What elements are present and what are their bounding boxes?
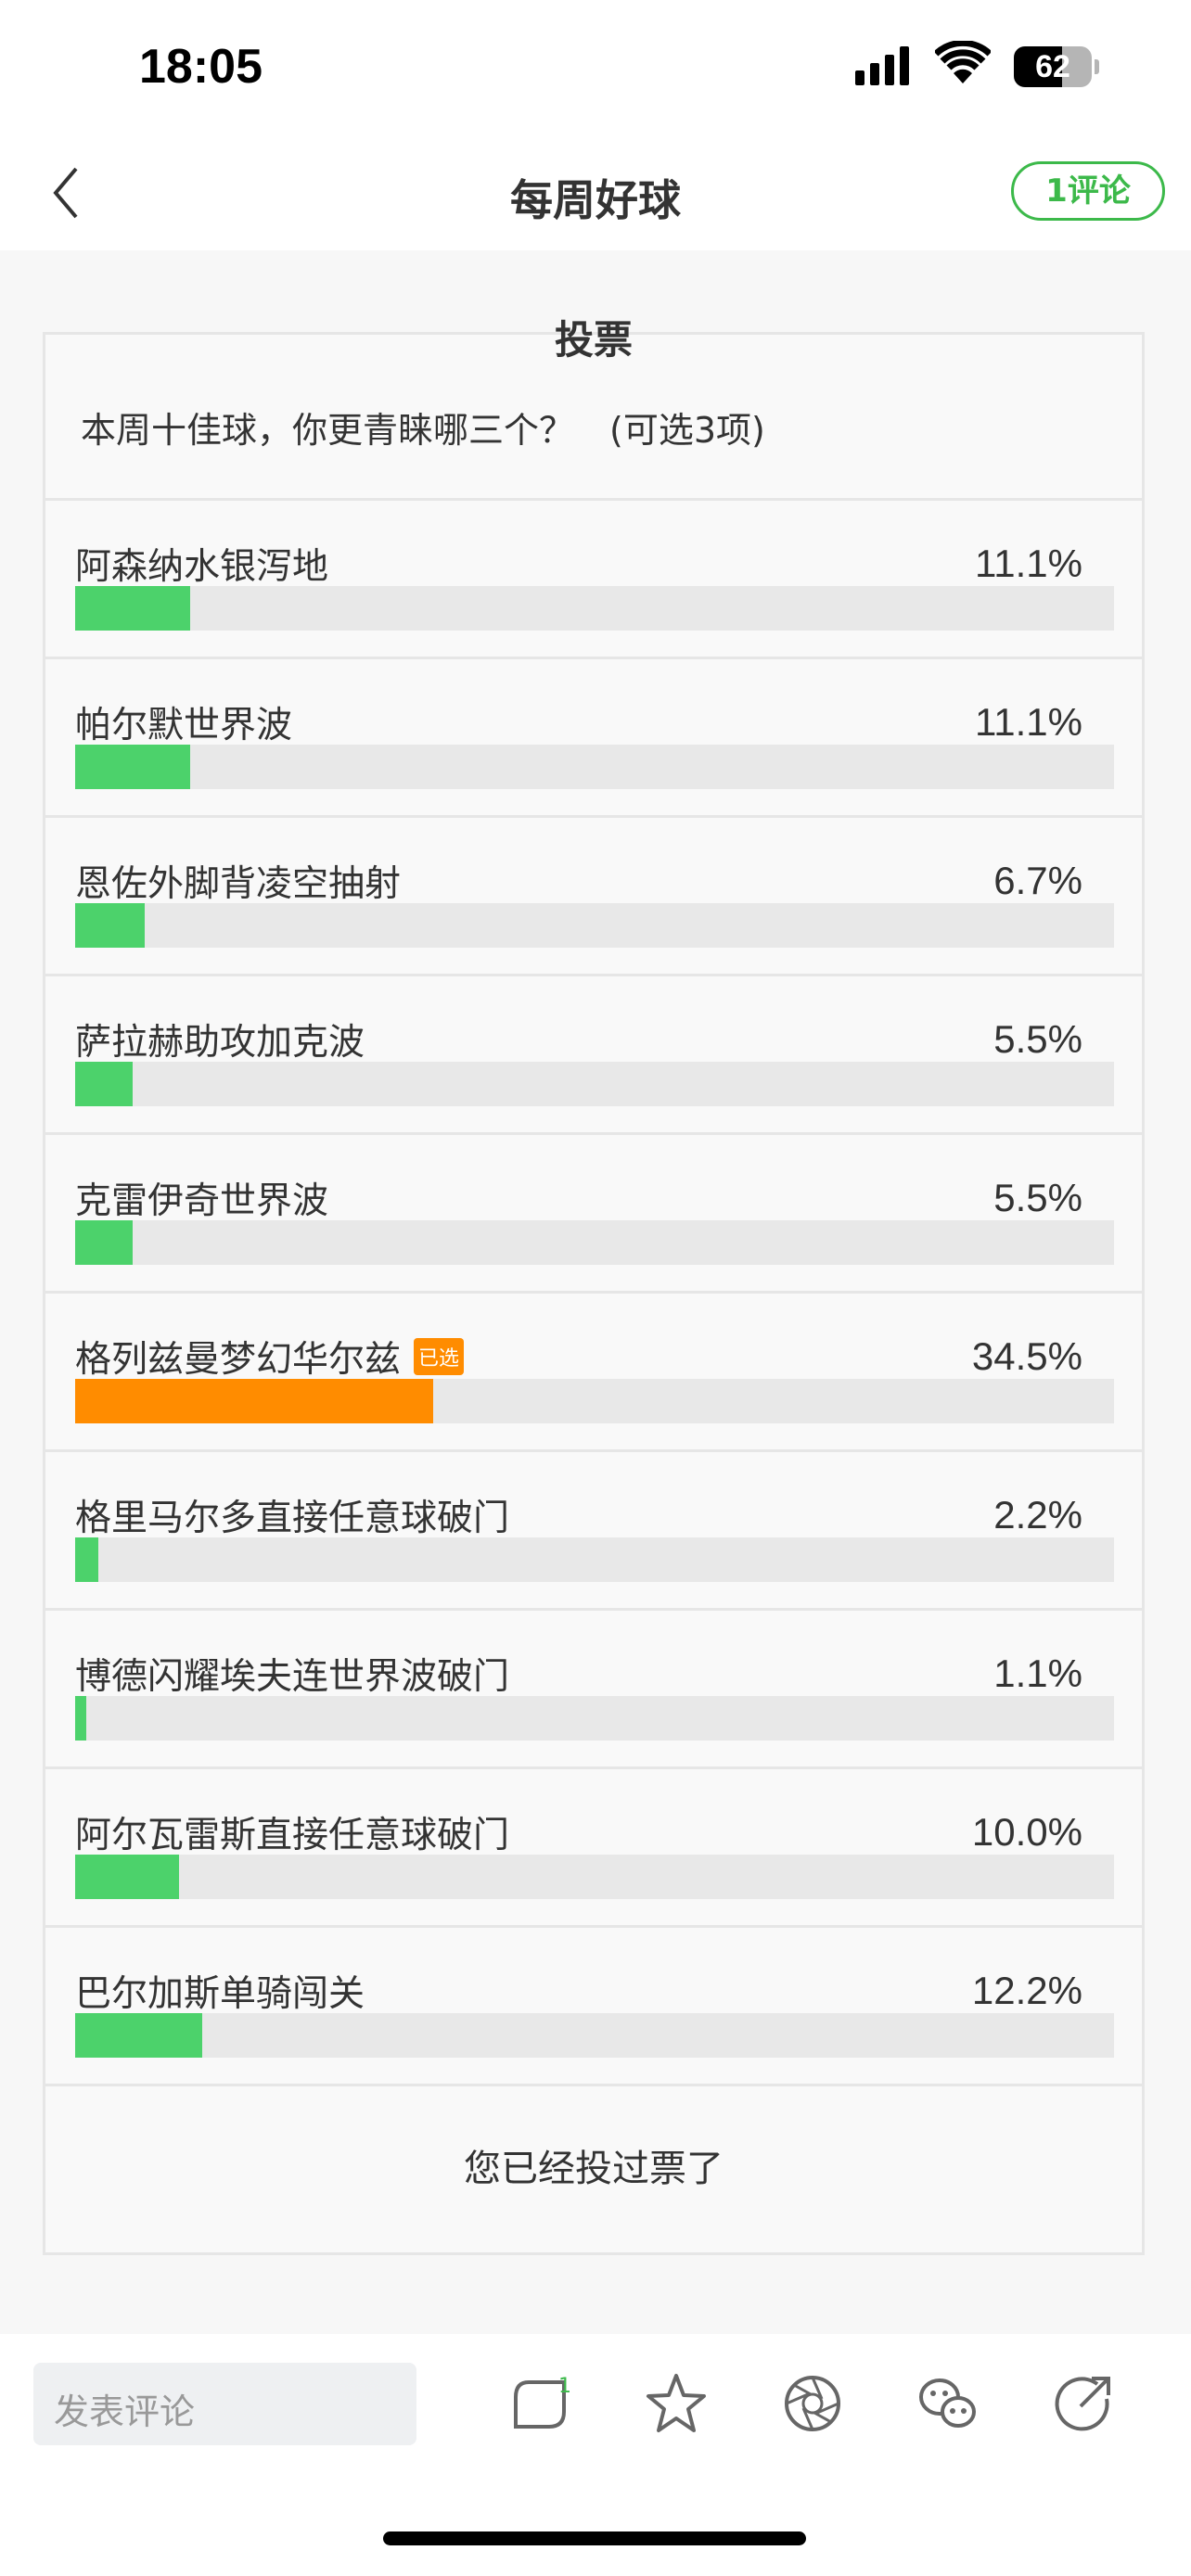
option-progress-bar: [75, 2013, 1114, 2058]
option-label: 阿尔瓦雷斯直接任意球破门: [75, 1806, 509, 1858]
battery-icon: 62: [1014, 46, 1092, 87]
option-percent: 1.1%: [993, 1651, 1082, 1695]
poll-option: 萨拉赫助攻加克波 5.5%: [45, 976, 1142, 1135]
option-label: 巴尔加斯单骑闯关: [75, 1965, 365, 2017]
clock: 18:05: [139, 40, 263, 94]
poll-option: 巴尔加斯单骑闯关 12.2%: [45, 1928, 1142, 2086]
option-text: 格列兹曼梦幻华尔兹: [75, 1339, 402, 1381]
option-label: 格列兹曼梦幻华尔兹 已选: [75, 1331, 465, 1383]
option-text: 克雷伊奇世界波: [75, 1180, 329, 1222]
option-percent: 5.5%: [993, 1176, 1082, 1219]
option-text: 巴尔加斯单骑闯关: [75, 1973, 365, 2015]
poll-option: 博德闪耀埃夫连世界波破门 1.1%: [45, 1611, 1142, 1769]
poll-option: 格里马尔多直接任意球破门 2.2%: [45, 1452, 1142, 1611]
star-icon[interactable]: [644, 2371, 709, 2436]
content: 投票 本周十佳球，你更青睐哪三个？ (可选3项) 阿森纳水银泻地 11.1% 帕…: [0, 250, 1191, 2334]
option-progress-fill: [75, 903, 146, 948]
share-icon[interactable]: [1051, 2371, 1116, 2436]
option-progress-bar: [75, 1696, 1114, 1741]
option-label: 格里马尔多直接任意球破门: [75, 1489, 509, 1541]
option-label: 博德闪耀埃夫连世界波破门: [75, 1648, 509, 1700]
option-progress-fill: [75, 1696, 87, 1741]
option-text: 阿尔瓦雷斯直接任意球破门: [75, 1815, 510, 1856]
option-text: 博德闪耀埃夫连世界波破门: [75, 1656, 510, 1698]
option-text: 萨拉赫助攻加克波: [75, 1022, 365, 1064]
option-percent: 12.2%: [971, 1969, 1082, 2012]
option-percent: 10.0%: [971, 1810, 1082, 1854]
option-progress-bar: [75, 1537, 1114, 1582]
option-label: 克雷伊奇世界波: [75, 1172, 328, 1224]
option-progress-fill: [75, 1379, 434, 1423]
option-progress-bar: [75, 1062, 1114, 1106]
option-percent: 11.1%: [975, 700, 1082, 744]
option-percent: 11.1%: [975, 542, 1082, 585]
poll-option: 阿尔瓦雷斯直接任意球破门 10.0%: [45, 1769, 1142, 1928]
nav-bar: 每周好球 1评论: [0, 139, 1191, 250]
poll-option: 恩佐外脚背凌空抽射 6.7%: [45, 818, 1142, 976]
selected-badge: 已选: [414, 1338, 465, 1375]
option-percent: 6.7%: [993, 859, 1082, 902]
option-progress-bar: [75, 1220, 1114, 1265]
voted-message: 您已经投过票了: [464, 2148, 724, 2190]
status-bar: 18:05 62: [0, 0, 1191, 139]
option-label: 萨拉赫助攻加克波: [75, 1014, 365, 1065]
back-icon[interactable]: [48, 165, 85, 221]
page-title: 每周好球: [510, 175, 681, 225]
option-progress-fill: [75, 1537, 98, 1582]
option-text: 格里马尔多直接任意球破门: [75, 1498, 510, 1539]
option-progress-bar: [75, 1379, 1114, 1423]
battery-level: 62: [1035, 49, 1070, 84]
option-progress-bar: [75, 745, 1114, 789]
poll-card: 投票 本周十佳球，你更青睐哪三个？ (可选3项) 阿森纳水银泻地 11.1% 帕…: [43, 317, 1145, 2255]
poll-option: 克雷伊奇世界波 5.5%: [45, 1135, 1142, 1294]
option-percent: 2.2%: [993, 1493, 1082, 1537]
option-text: 阿森纳水银泻地: [75, 546, 329, 588]
option-progress-fill: [75, 2013, 202, 2058]
option-label: 帕尔默世界波: [75, 696, 292, 748]
home-indicator[interactable]: [383, 2531, 806, 2545]
option-progress-fill: [75, 745, 191, 789]
option-progress-bar: [75, 903, 1114, 948]
option-progress-fill: [75, 586, 191, 631]
moments-icon[interactable]: [780, 2371, 845, 2436]
option-label: 阿森纳水银泻地: [75, 538, 328, 590]
signal-icon: [855, 46, 909, 85]
poll-title: 投票: [554, 317, 633, 363]
option-progress-bar: [75, 1855, 1114, 1899]
option-progress-fill: [75, 1220, 133, 1265]
poll-option: 阿森纳水银泻地 11.1%: [45, 501, 1142, 659]
wifi-icon: [935, 41, 991, 83]
comment-icon[interactable]: [508, 2371, 573, 2436]
option-percent: 5.5%: [993, 1017, 1082, 1061]
wechat-icon[interactable]: [916, 2371, 980, 2436]
option-text: 恩佐外脚背凌空抽射: [75, 863, 402, 905]
option-label: 恩佐外脚背凌空抽射: [75, 855, 401, 907]
comments-button[interactable]: 1评论: [1011, 161, 1165, 221]
option-progress-bar: [75, 586, 1114, 631]
option-progress-fill: [75, 1062, 133, 1106]
option-percent: 34.5%: [971, 1334, 1082, 1378]
poll-option: 格列兹曼梦幻华尔兹 已选 34.5%: [45, 1294, 1142, 1452]
option-progress-fill: [75, 1855, 179, 1899]
comment-count: 1: [558, 2375, 571, 2398]
poll-question: 本周十佳球，你更青睐哪三个？ (可选3项): [45, 335, 1142, 501]
poll-option: 帕尔默世界波 11.1%: [45, 659, 1142, 818]
comment-input[interactable]: 发表评论: [33, 2363, 416, 2445]
option-text: 帕尔默世界波: [75, 705, 293, 746]
